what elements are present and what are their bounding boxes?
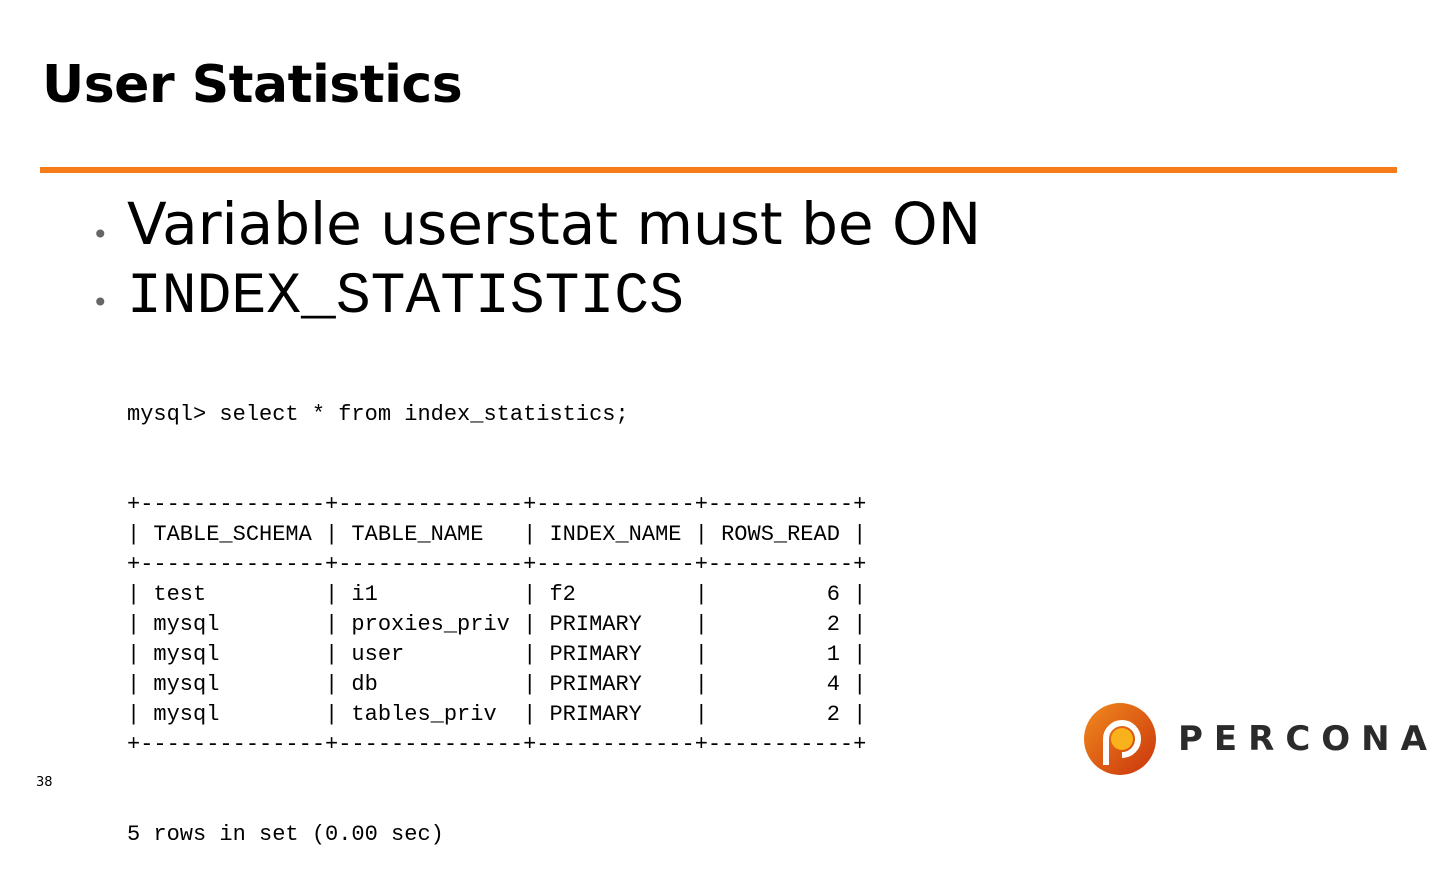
table-row: | mysql | user | PRIMARY | 1 |: [127, 642, 867, 667]
query-footer: 5 rows in set (0.00 sec): [127, 822, 444, 847]
logo-text: PERCONA: [1178, 719, 1438, 759]
result-table: +--------------+--------------+---------…: [127, 490, 866, 760]
table-border: +--------------+--------------+---------…: [127, 732, 867, 757]
bullet-dot-icon: •: [92, 286, 109, 319]
percona-logo-icon: [1084, 703, 1156, 775]
table-border: +--------------+--------------+---------…: [127, 552, 867, 577]
table-row: | mysql | tables_priv | PRIMARY | 2 |: [127, 702, 867, 727]
bullet-dot-icon: •: [92, 218, 109, 251]
bullet-text: Variable userstat must be ON: [127, 190, 982, 258]
table-row: | mysql | db | PRIMARY | 4 |: [127, 672, 867, 697]
title-divider: [40, 167, 1397, 173]
bullet-text: INDEX_STATISTICS: [127, 265, 684, 330]
query-command: mysql> select * from index_statistics;: [127, 402, 629, 427]
table-border: +--------------+--------------+---------…: [127, 492, 867, 517]
percona-logo: PERCONA: [1084, 703, 1438, 775]
mysql-output: mysql> select * from index_statistics; +…: [127, 340, 866, 880]
page-number: 38: [36, 775, 53, 790]
table-row: | test | i1 | f2 | 6 |: [127, 582, 867, 607]
slide-title: User Statistics: [42, 55, 463, 115]
bullet-item: • Variable userstat must be ON: [92, 192, 981, 267]
table-header: | TABLE_SCHEMA | TABLE_NAME | INDEX_NAME…: [127, 522, 867, 547]
table-row: | mysql | proxies_priv | PRIMARY | 2 |: [127, 612, 867, 637]
bullet-item: • INDEX_STATISTICS: [92, 266, 684, 335]
